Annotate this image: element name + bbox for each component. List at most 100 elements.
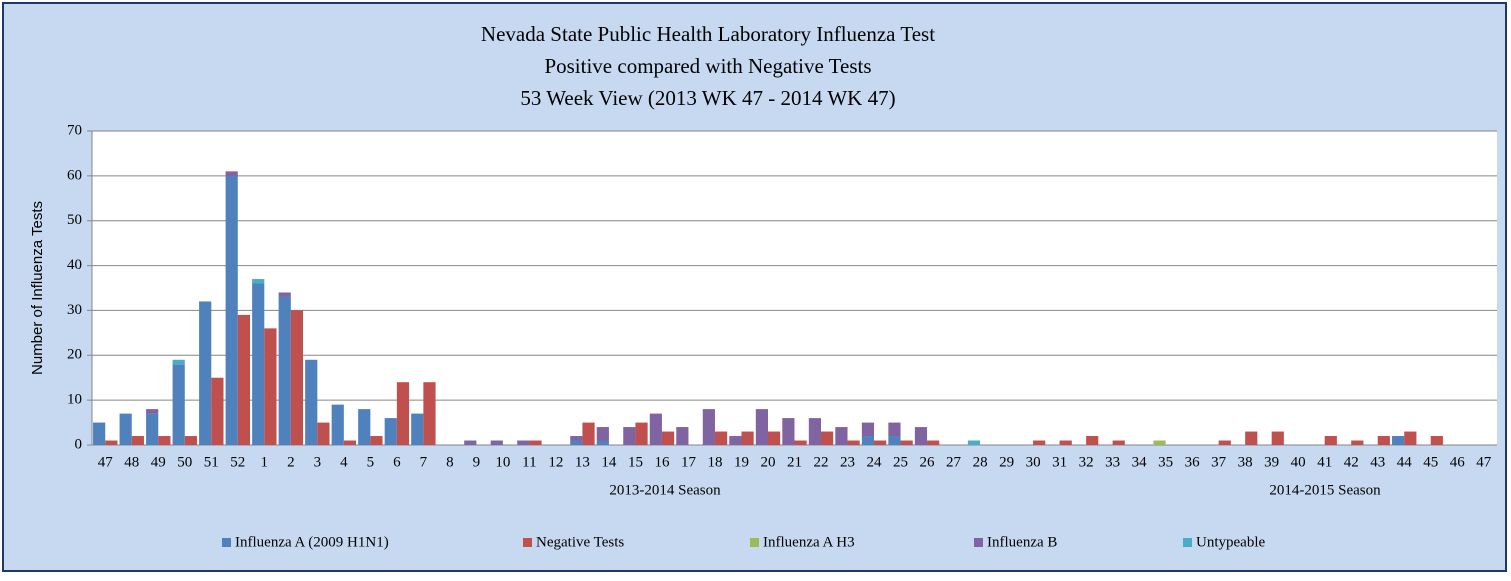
- bar: [676, 427, 689, 445]
- x-tick-label: 26: [920, 454, 936, 470]
- bar: [264, 328, 277, 445]
- bar: [596, 440, 609, 445]
- bar: [184, 436, 197, 445]
- x-tick-label: 47: [98, 454, 114, 470]
- x-tick-label: 36: [1185, 454, 1201, 470]
- bar: [835, 427, 848, 445]
- chart-title: 53 Week View (2013 WK 47 - 2014 WK 47): [520, 86, 895, 110]
- bar: [794, 440, 807, 445]
- x-tick-label: 18: [707, 454, 722, 470]
- bar: [199, 301, 212, 445]
- x-tick-label: 51: [204, 454, 219, 470]
- bar: [317, 422, 330, 445]
- bar: [158, 436, 171, 445]
- x-tick-label: 43: [1370, 454, 1385, 470]
- bar: [582, 422, 595, 445]
- x-tick-label: 5: [367, 454, 375, 470]
- bar: [358, 409, 371, 445]
- x-tick-label: 52: [230, 454, 245, 470]
- bar: [702, 409, 715, 445]
- bar: [384, 418, 397, 445]
- x-tick-label: 10: [495, 454, 510, 470]
- bar: [1245, 431, 1258, 445]
- bar: [252, 279, 265, 284]
- bar: [423, 382, 436, 445]
- bar: [1430, 436, 1443, 445]
- bar: [370, 436, 383, 445]
- bar: [396, 382, 410, 445]
- bar: [755, 409, 768, 445]
- bar: [1112, 440, 1125, 445]
- legend-swatch: [974, 538, 983, 547]
- bar: [661, 431, 675, 445]
- legend-label: Untypeable: [1196, 534, 1265, 550]
- legend-swatch: [222, 538, 231, 547]
- x-tick-label: 39: [1264, 454, 1279, 470]
- legend-swatch: [750, 538, 759, 547]
- bar: [1033, 440, 1046, 445]
- x-tick-label: 44: [1397, 454, 1413, 470]
- x-tick-label: 32: [1079, 454, 1094, 470]
- x-tick-label: 13: [575, 454, 590, 470]
- x-tick-label: 3: [314, 454, 322, 470]
- x-tick-label: 1: [261, 454, 269, 470]
- bar: [172, 359, 185, 365]
- bar: [119, 413, 132, 445]
- x-tick-label: 6: [393, 454, 401, 470]
- bar: [741, 431, 754, 445]
- bar: [1324, 436, 1337, 445]
- x-tick-label: 31: [1052, 454, 1067, 470]
- bar: [821, 431, 834, 445]
- bar: [1086, 436, 1099, 445]
- x-tick-label: 49: [151, 454, 166, 470]
- x-tick-label: 4: [340, 454, 348, 470]
- x-tick-label: 19: [734, 454, 749, 470]
- bar: [874, 440, 887, 445]
- y-tick-label: 20: [67, 347, 82, 363]
- x-tick-label: 37: [1211, 454, 1227, 470]
- y-tick-label: 50: [67, 212, 82, 228]
- legend-label: Influenza A H3: [763, 534, 855, 550]
- bar: [635, 422, 648, 445]
- bar: [927, 440, 940, 445]
- bar: [649, 413, 662, 445]
- bar: [490, 440, 503, 445]
- x-tick-label: 25: [893, 454, 908, 470]
- bar: [305, 359, 318, 445]
- y-tick-label: 30: [67, 302, 82, 318]
- bar: [714, 431, 728, 445]
- bar: [861, 436, 875, 445]
- legend-label: Negative Tests: [536, 534, 624, 550]
- x-tick-label: 22: [814, 454, 829, 470]
- x-tick-label: 29: [999, 454, 1014, 470]
- bar: [237, 314, 250, 445]
- bar: [278, 292, 291, 297]
- y-tick-label: 10: [67, 392, 82, 408]
- bar: [1271, 431, 1284, 445]
- bar: [411, 413, 424, 445]
- y-tick-label: 60: [67, 167, 82, 183]
- x-tick-label: 45: [1423, 454, 1438, 470]
- bar: [847, 440, 860, 445]
- y-tick-label: 70: [67, 122, 82, 138]
- bar: [146, 413, 159, 445]
- bar: [517, 440, 530, 445]
- bar: [1059, 440, 1072, 445]
- bar: [146, 409, 159, 414]
- x-tick-label: 35: [1158, 454, 1173, 470]
- x-tick-label: 11: [522, 454, 536, 470]
- season-label: 2014-2015 Season: [1269, 482, 1381, 498]
- x-tick-label: 50: [177, 454, 192, 470]
- season-label: 2013-2014 Season: [609, 482, 721, 498]
- bar: [570, 436, 583, 441]
- x-tick-label: 48: [124, 454, 139, 470]
- x-tick-label: 2: [287, 454, 295, 470]
- x-tick-label: 8: [446, 454, 454, 470]
- x-tick-label: 15: [628, 454, 643, 470]
- x-tick-label: 30: [1026, 454, 1041, 470]
- bar: [1392, 436, 1405, 445]
- bar: [888, 422, 901, 437]
- bar: [225, 175, 238, 445]
- x-tick-label: 33: [1105, 454, 1120, 470]
